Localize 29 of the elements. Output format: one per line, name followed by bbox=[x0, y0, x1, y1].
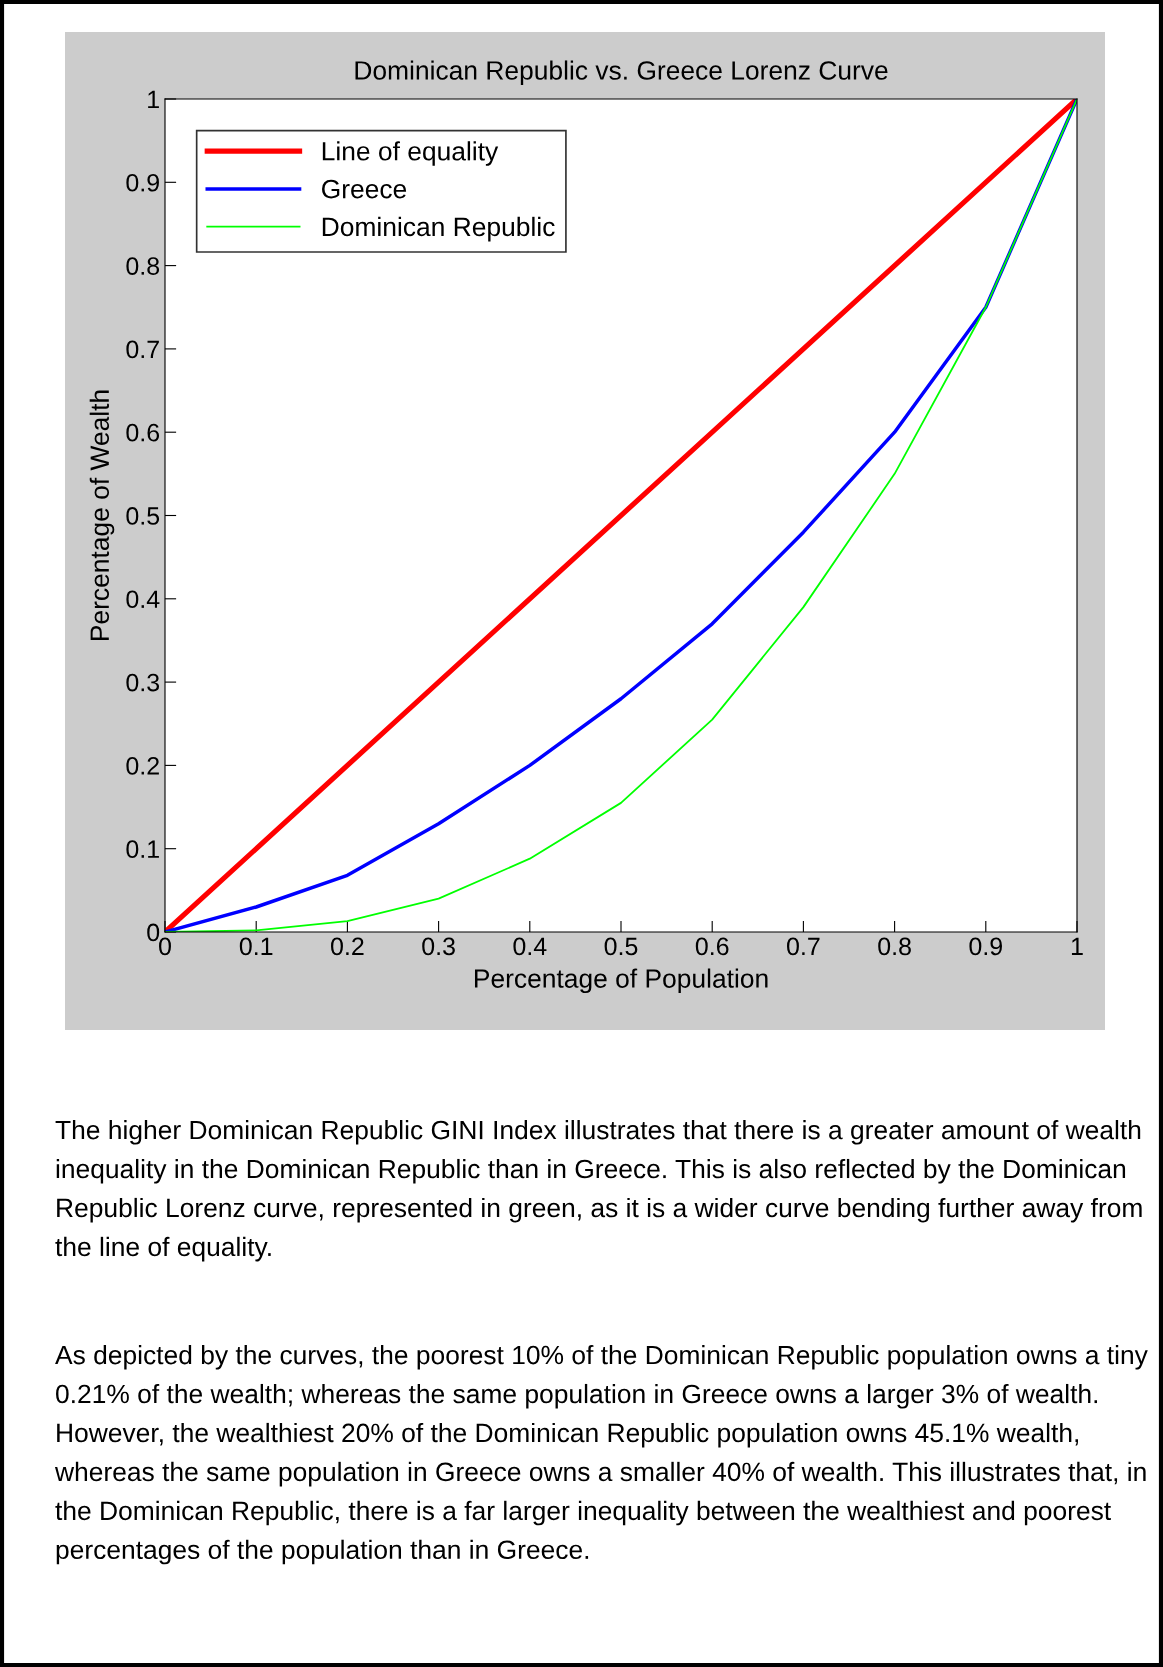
y-tick-label: 0.7 bbox=[126, 340, 159, 359]
x-tick-label: 0.4 bbox=[513, 937, 547, 956]
y-axis-title: Percentage of Wealth bbox=[89, 390, 115, 640]
x-axis-title: Percentage of Population bbox=[475, 968, 768, 994]
x-tick-label: 0.5 bbox=[604, 937, 638, 956]
x-tick-label: 1 bbox=[1071, 937, 1083, 955]
y-tick-label: 0.3 bbox=[126, 673, 160, 692]
y-tick-label: 0.5 bbox=[126, 507, 160, 525]
y-tick-label: 0.1 bbox=[126, 840, 159, 858]
x-tick-label: 0.8 bbox=[878, 937, 911, 956]
y-tick-label: 0.4 bbox=[126, 590, 160, 609]
text: As depicted by the curves, the poorest 10% of the Dominican Republic population owns a tiny 0.21% of the wealth; whereas the same population in Greece owns a larger 3% of wealth. However, the wealthiest 20% of the Dominican Republic population owns 45.1% wealth, whereas the same population in Greece owns a smaller 40% of wealth. This illustrates that, in the Dominican Republic, there is a far larger inequality between the wealthiest and poorest percentages of the population than in Greece. bbox=[54, 1345, 1148, 1565]
y-tick-label: 0.6 bbox=[126, 423, 160, 442]
text: The higher Dominican Republic GINI Index illustrates that there is a greater amount of wealth inequality in the Dominican Republic than in Greece. This is also reflected by the Dominican Republic Lorenz curve, represented in green, as it is a wider curve bending further away from the line of equality. bbox=[55, 1120, 1142, 1262]
legend-label: Dominican Republic bbox=[322, 216, 555, 242]
y-tick-label: 0.8 bbox=[126, 257, 160, 275]
y-tick-label: 0.9 bbox=[126, 173, 159, 192]
y-tick-label: 0.2 bbox=[126, 757, 159, 775]
chart-title: Dominican Republic vs. Greece Lorenz Curve bbox=[355, 60, 888, 86]
x-tick-label: 0.7 bbox=[787, 937, 820, 956]
y-tick-label: 1 bbox=[148, 90, 159, 109]
x-tick-label: 0.6 bbox=[695, 937, 729, 956]
legend-label: Line of equality bbox=[322, 141, 499, 166]
x-tick-label: 0.1 bbox=[239, 937, 273, 956]
x-tick-label: 0.3 bbox=[422, 937, 455, 956]
legend-label: Greece bbox=[322, 179, 407, 199]
x-tick-label: 0.9 bbox=[969, 937, 1002, 956]
y-tick-label: 0 bbox=[147, 923, 160, 942]
x-tick-label: 0.2 bbox=[331, 937, 364, 956]
